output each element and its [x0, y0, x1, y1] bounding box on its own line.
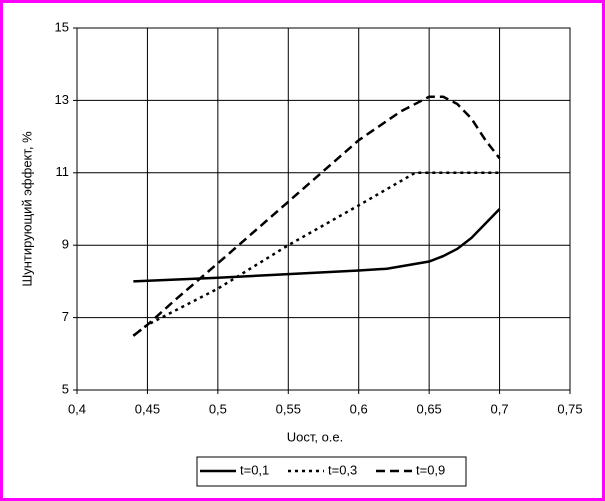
y-axis-label: Шунтирующий эффект, % — [19, 131, 34, 287]
y-tick-label: 13 — [55, 92, 69, 107]
legend — [196, 456, 467, 487]
x-tick-label: 0,75 — [557, 401, 582, 416]
x-tick-label: 0,6 — [350, 401, 368, 416]
series-line — [133, 208, 501, 283]
y-tick-label: 9 — [62, 237, 69, 252]
legend-label: t=0,3 — [328, 462, 357, 477]
y-tick-label: 15 — [55, 19, 69, 34]
plot-area — [76, 27, 571, 391]
legend-label: t=0,9 — [416, 462, 445, 477]
x-tick-label: 0,4 — [68, 401, 86, 416]
y-tick-label: 5 — [62, 381, 69, 396]
x-tick-label: 0,7 — [491, 401, 509, 416]
x-tick-label: 0,55 — [276, 401, 301, 416]
series-line — [132, 171, 500, 337]
x-tick-label: 0,5 — [209, 401, 227, 416]
x-tick-label: 0,65 — [416, 401, 441, 416]
y-tick-label: 11 — [56, 164, 70, 179]
x-tick-label: 0,45 — [135, 401, 160, 416]
y-tick-label: 7 — [62, 309, 69, 324]
legend-label: t=0,1 — [240, 462, 269, 477]
x-axis-label: Uост, о.е. — [287, 429, 344, 444]
